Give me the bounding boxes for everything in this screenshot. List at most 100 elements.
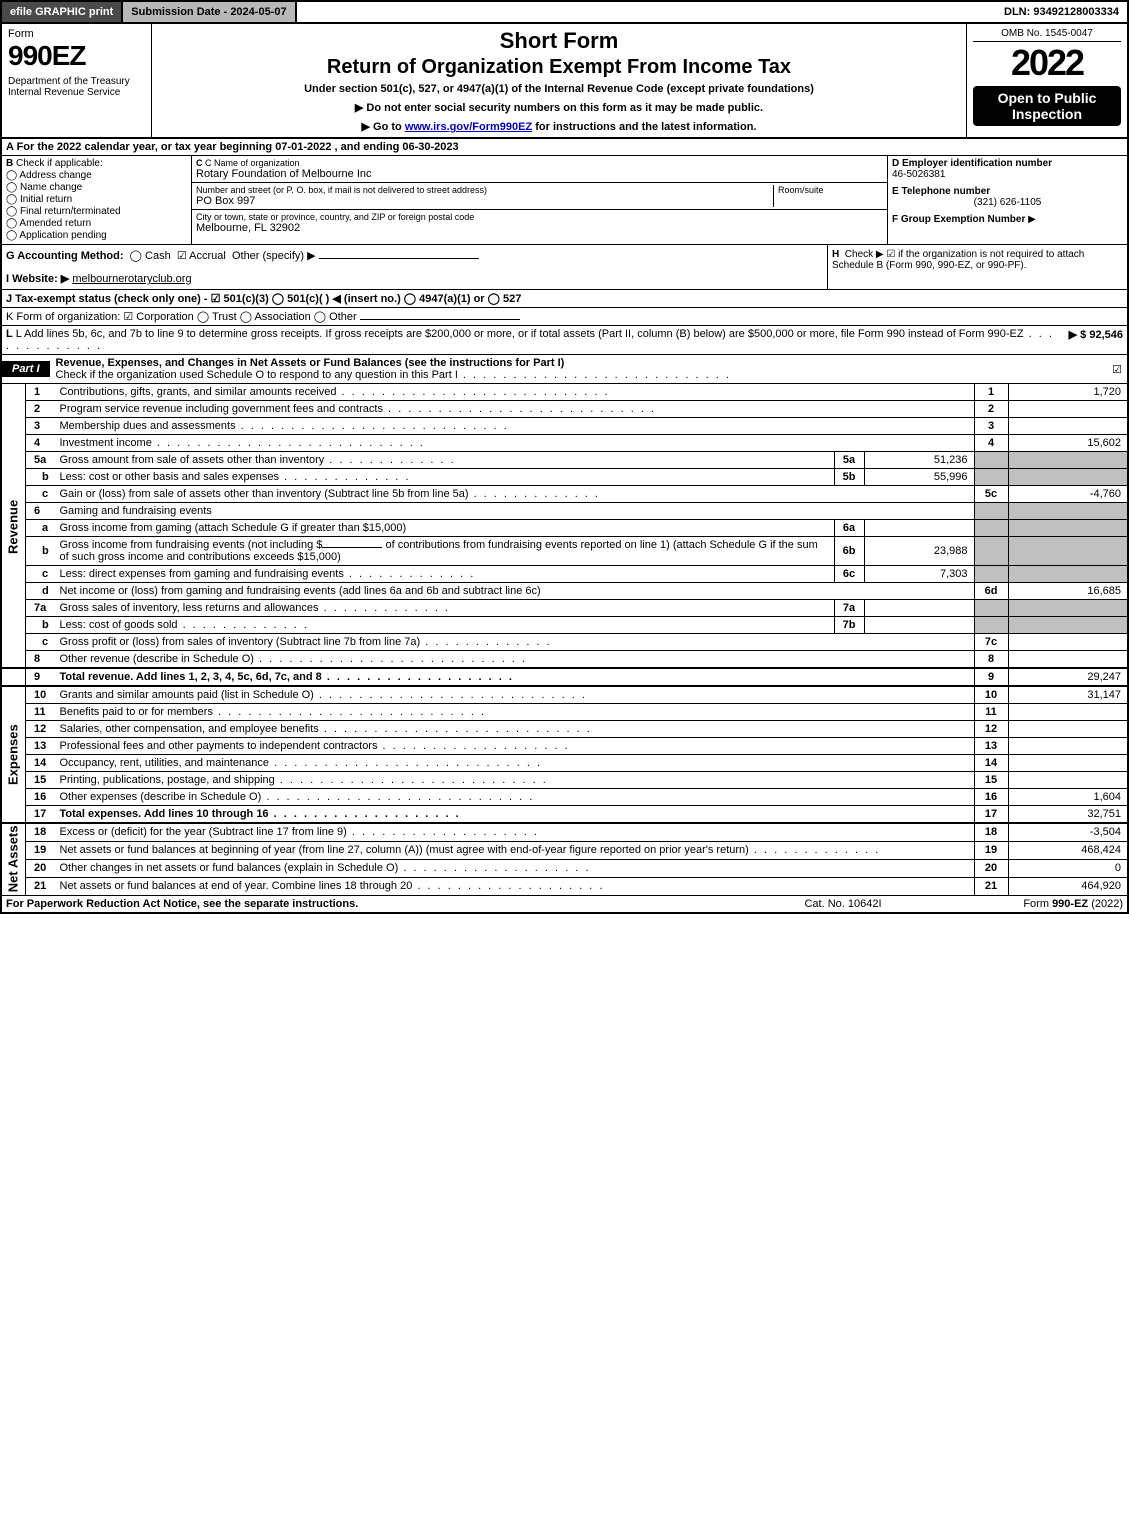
- submission-date: Submission Date - 2024-05-07: [123, 2, 296, 22]
- h-schedule-b: H Check ▶ ☑ if the organization is not r…: [827, 245, 1127, 289]
- line-6c: cLess: direct expenses from gaming and f…: [1, 566, 1128, 583]
- paperwork-notice: For Paperwork Reduction Act Notice, see …: [6, 898, 743, 910]
- chk-name-change[interactable]: ◯ Name change: [6, 182, 187, 193]
- form-number: 990EZ: [8, 40, 145, 72]
- goto-post: for instructions and the latest informat…: [532, 121, 756, 133]
- line-2: 2Program service revenue including gover…: [1, 401, 1128, 418]
- c-addr-label: Number and street (or P. O. box, if mail…: [196, 185, 773, 195]
- line-18: Net Assets 18Excess or (deficit) for the…: [1, 823, 1128, 841]
- header-right: OMB No. 1545-0047 2022 Open to Public In…: [967, 24, 1127, 137]
- tax-year: 2022: [973, 42, 1121, 84]
- side-expenses: Expenses: [1, 686, 26, 823]
- g-other[interactable]: Other (specify) ▶: [232, 250, 316, 262]
- line-7a: 7aGross sales of inventory, less returns…: [1, 600, 1128, 617]
- line-15: 15Printing, publications, postage, and s…: [1, 772, 1128, 789]
- chk-initial-return[interactable]: ◯ Initial return: [6, 194, 187, 205]
- chk-final-return[interactable]: ◯ Final return/terminated: [6, 206, 187, 217]
- line-5a: 5aGross amount from sale of assets other…: [1, 452, 1128, 469]
- public-inspection-badge: Open to Public Inspection: [973, 86, 1121, 126]
- omb-number: OMB No. 1545-0047: [973, 28, 1121, 42]
- part1-tab: Part I: [2, 361, 50, 377]
- website-link[interactable]: melbournerotaryclub.org: [72, 273, 191, 285]
- top-bar: efile GRAPHIC print Submission Date - 20…: [0, 0, 1129, 24]
- box-b-checkboxes: B Check if applicable: ◯ Address change …: [2, 156, 192, 244]
- short-form-label: Short Form: [158, 28, 960, 54]
- g-cash[interactable]: Cash: [145, 250, 171, 262]
- line-14: 14Occupancy, rent, utilities, and mainte…: [1, 755, 1128, 772]
- line-6a: aGross income from gaming (attach Schedu…: [1, 520, 1128, 537]
- form-subtitle: Under section 501(c), 527, or 4947(a)(1)…: [158, 83, 960, 95]
- line-6b: b Gross income from fundraising events (…: [1, 537, 1128, 566]
- part1-title: Revenue, Expenses, and Changes in Net As…: [50, 355, 1107, 383]
- d-ein-label: D Employer identification number: [892, 158, 1123, 169]
- side-revenue: Revenue: [1, 384, 26, 668]
- j-text: J Tax-exempt status (check only one) - ☑…: [6, 293, 521, 305]
- department-label: Department of the Treasury Internal Reve…: [8, 76, 145, 98]
- g-accounting-method: G Accounting Method: ◯ Cash ☑ Accrual Ot…: [2, 245, 827, 289]
- phone-value: (321) 626-1105: [892, 197, 1123, 208]
- row-gh: G Accounting Method: ◯ Cash ☑ Accrual Ot…: [0, 245, 1129, 290]
- line-20: 20Other changes in net assets or fund ba…: [1, 859, 1128, 877]
- line-6: 6Gaming and fundraising events: [1, 503, 1128, 520]
- irs-link[interactable]: www.irs.gov/Form990EZ: [405, 121, 532, 133]
- line-11: 11Benefits paid to or for members 11: [1, 704, 1128, 721]
- dln-label: DLN: 93492128003334: [996, 2, 1127, 22]
- goto-pre: ▶ Go to: [362, 121, 405, 133]
- line-3: 3Membership dues and assessments 3: [1, 418, 1128, 435]
- row-l-gross-receipts: L L Add lines 5b, 6c, and 7b to line 9 t…: [0, 326, 1129, 355]
- instructions-line: ▶ Go to www.irs.gov/Form990EZ for instru…: [158, 120, 960, 133]
- line-6d: dNet income or (loss) from gaming and fu…: [1, 583, 1128, 600]
- k-text: K Form of organization: ☑ Corporation ◯ …: [6, 311, 357, 323]
- g-label: G Accounting Method:: [6, 250, 124, 262]
- room-suite-label: Room/suite: [778, 185, 883, 195]
- form-title: Return of Organization Exempt From Incom…: [158, 56, 960, 79]
- catalog-number: Cat. No. 10642I: [743, 898, 943, 910]
- line-7c: cGross profit or (loss) from sales of in…: [1, 634, 1128, 651]
- form-header: Form 990EZ Department of the Treasury In…: [0, 24, 1129, 139]
- box-c-org-name-addr: C C Name of organization Rotary Foundati…: [192, 156, 887, 244]
- line-5b: bLess: cost or other basis and sales exp…: [1, 469, 1128, 486]
- line-1: Revenue 1 Contributions, gifts, grants, …: [1, 384, 1128, 401]
- g-accrual[interactable]: Accrual: [189, 250, 226, 262]
- page-footer: For Paperwork Reduction Act Notice, see …: [0, 896, 1129, 914]
- l-text: L Add lines 5b, 6c, and 7b to line 9 to …: [16, 328, 1024, 340]
- l-amount: ▶ $ 92,546: [1061, 328, 1123, 352]
- part1-table: Revenue 1 Contributions, gifts, grants, …: [0, 384, 1129, 896]
- chk-address-change[interactable]: ◯ Address change: [6, 170, 187, 181]
- line-19: 19Net assets or fund balances at beginni…: [1, 841, 1128, 859]
- line-8: 8Other revenue (describe in Schedule O) …: [1, 651, 1128, 669]
- row-j-tax-exempt: J Tax-exempt status (check only one) - ☑…: [0, 290, 1129, 308]
- org-address: PO Box 997: [196, 195, 773, 207]
- org-info-row: B Check if applicable: ◯ Address change …: [0, 156, 1129, 245]
- f-arrow: ▶: [1028, 214, 1036, 225]
- form-label: Form: [8, 28, 145, 40]
- f-group-label: F Group Exemption Number: [892, 214, 1025, 225]
- line-7b: bLess: cost of goods sold 7b: [1, 617, 1128, 634]
- ssn-warning: ▶ Do not enter social security numbers o…: [158, 101, 960, 114]
- line-12: 12Salaries, other compensation, and empl…: [1, 721, 1128, 738]
- form-ref: Form 990-EZ (2022): [943, 898, 1123, 910]
- line-16: 16Other expenses (describe in Schedule O…: [1, 789, 1128, 806]
- org-city: Melbourne, FL 32902: [196, 222, 883, 234]
- org-name: Rotary Foundation of Melbourne Inc: [196, 168, 883, 180]
- line-10: Expenses 10Grants and similar amounts pa…: [1, 686, 1128, 704]
- c-name-label: C Name of organization: [205, 158, 300, 168]
- spacer: [297, 2, 996, 22]
- line-5c: cGain or (loss) from sale of assets othe…: [1, 486, 1128, 503]
- line-21: 21Net assets or fund balances at end of …: [1, 877, 1128, 895]
- b-label: Check if applicable:: [16, 158, 103, 169]
- h-text: Check ▶ ☑ if the organization is not req…: [832, 249, 1084, 271]
- line-13: 13Professional fees and other payments t…: [1, 738, 1128, 755]
- side-net-assets: Net Assets: [1, 823, 26, 895]
- c-city-label: City or town, state or province, country…: [196, 212, 883, 222]
- line-17: 17Total expenses. Add lines 10 through 1…: [1, 806, 1128, 824]
- line-4: 4Investment income 415,602: [1, 435, 1128, 452]
- ein-value: 46-5026381: [892, 169, 1123, 180]
- part1-schedule-o-check[interactable]: ☑: [1107, 363, 1127, 376]
- chk-amended-return[interactable]: ◯ Amended return: [6, 218, 187, 229]
- e-phone-label: E Telephone number: [892, 186, 1123, 197]
- chk-application-pending[interactable]: ◯ Application pending: [6, 230, 187, 241]
- line-9: 9Total revenue. Add lines 1, 2, 3, 4, 5c…: [1, 668, 1128, 686]
- header-title-block: Short Form Return of Organization Exempt…: [152, 24, 967, 137]
- efile-print-button[interactable]: efile GRAPHIC print: [2, 2, 123, 22]
